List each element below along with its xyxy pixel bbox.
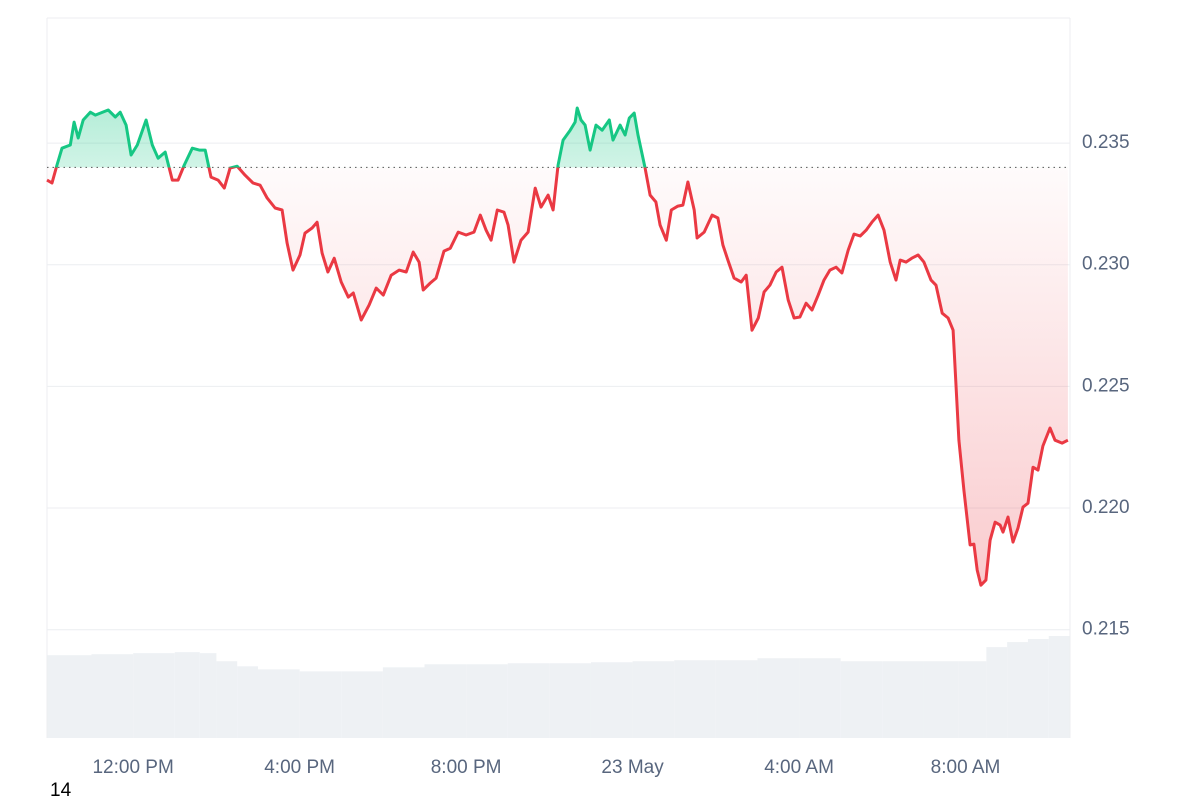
volume-bar [674,660,716,738]
x-tick-label: 23 May [601,757,664,778]
x-tick-label: 4:00 AM [764,757,834,778]
volume-bar [299,671,342,738]
y-tick-label: 0.235 [1082,132,1130,153]
volume-layer [47,636,1070,738]
volume-bar [882,661,924,738]
y-tick-label: 0.215 [1082,619,1130,640]
volume-bar [47,655,92,738]
volume-bar [258,669,300,738]
volume-bar [923,661,959,738]
volume-bar [1048,636,1070,738]
x-tick-label: 4:00 PM [264,757,335,778]
volume-bar [840,661,883,738]
volume-bar [341,671,383,738]
plot-layer [46,106,1070,587]
price-area [47,108,1068,586]
x-tick-label: 8:00 PM [431,757,502,778]
volume-bar [216,661,238,738]
volume-bar [632,661,675,738]
price-line [46,106,1069,587]
grid-layer: 0.215 0.220 0.225 0.230 0.235 12:00 PM 4:00 PM… [47,132,1130,778]
y-tick-label: 0.225 [1082,375,1130,396]
volume-bar [91,654,134,738]
x-tick-label: 8:00 AM [931,757,1001,778]
volume-bar [799,658,841,738]
volume-bar [199,653,217,738]
volume-bar [174,652,200,738]
volume-bar [986,647,1008,738]
volume-bar [237,666,259,738]
volume-bar [757,658,800,738]
volume-bar [549,663,591,738]
volume-bar [424,664,467,738]
x-tick-label: 12:00 PM [92,757,173,778]
volume-bar [590,662,633,738]
volume-bar [958,661,987,738]
y-tick-label: 0.230 [1082,254,1130,275]
volume-bar [507,663,550,738]
volume-bar [1027,639,1049,738]
volume-bar [133,653,175,738]
footnote: 14 [50,780,72,800]
volume-bar [1007,642,1028,738]
volume-bar [466,664,508,738]
volume-bar [382,667,425,738]
volume-bar [715,660,758,738]
y-tick-label: 0.220 [1082,497,1130,518]
